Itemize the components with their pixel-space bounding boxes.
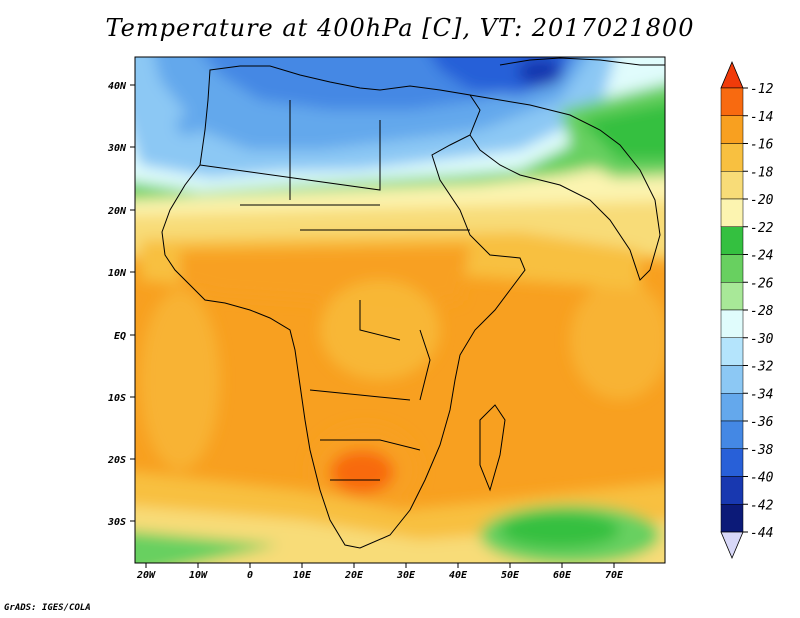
- colorbar-top-arrow: [720, 60, 744, 89]
- colorbar-label: -36: [750, 415, 774, 430]
- colorbar-label: -12: [750, 82, 774, 97]
- lon-tick-label: 10E: [293, 570, 312, 581]
- lat-tick-label: 40N: [108, 81, 127, 92]
- colorbar-label: -44: [750, 526, 773, 541]
- lat-tick-label: 10N: [108, 268, 127, 279]
- colorbar-label: -14: [750, 110, 773, 125]
- colorbar-label: -40: [750, 471, 774, 486]
- map-title: Temperature at 400hPa [C], VT: 201702180…: [105, 14, 695, 42]
- lon-tick-label: 50E: [501, 570, 520, 581]
- lon-tick-label: 20E: [344, 570, 364, 581]
- lon-tick-label: 20W: [136, 570, 156, 581]
- longitude-axis: 20W 10W 0 10E 20E 30E 40E 50E 60E 70E: [136, 563, 624, 581]
- lat-tick-label: 10S: [108, 393, 126, 404]
- colorbar-label: -30: [750, 332, 774, 347]
- colorbar-label: -22: [750, 221, 774, 236]
- colorbar-label: -32: [750, 360, 774, 375]
- lon-tick-label: 70E: [605, 570, 624, 581]
- lon-tick-label: 30E: [396, 570, 416, 581]
- lon-tick-label: 40E: [449, 570, 468, 581]
- colorbar-label: -16: [750, 138, 774, 153]
- colorbar-bottom-arrow: [720, 531, 744, 560]
- lon-tick-label: 60E: [553, 570, 572, 581]
- map-frame: [134, 56, 666, 564]
- colorbar-label: -26: [750, 276, 774, 291]
- lat-tick-label: EQ: [114, 331, 126, 342]
- lon-tick-label: 0: [247, 570, 253, 581]
- lat-tick-label: 20N: [107, 206, 127, 217]
- colorbar-labels: -12 -14 -16 -18 -20 -22 -24 -26 -28 -30 …: [743, 82, 774, 541]
- lat-tick-label: 30S: [107, 517, 126, 528]
- colorbar-label: -20: [750, 193, 774, 208]
- lat-tick-label: 20S: [107, 455, 126, 466]
- colorbar-label: -24: [750, 249, 773, 264]
- colorbar-label: -38: [750, 443, 774, 458]
- colorbar-label: -28: [750, 304, 774, 319]
- colorbar-label: -34: [750, 387, 773, 402]
- colorbar-label: -18: [750, 165, 774, 180]
- lat-tick-label: 30N: [107, 143, 127, 154]
- colorbar-label: -42: [750, 498, 774, 513]
- temperature-field: [135, 57, 665, 563]
- footer-credit: GrADS: IGES/COLA: [4, 603, 91, 613]
- latitude-axis: 40N 30N 20N 10N EQ 10S 20S 30S: [107, 81, 135, 528]
- lon-tick-label: 10W: [189, 570, 208, 581]
- coastlines: [161, 57, 665, 549]
- colorbar: -12 -14 -16 -18 -20 -22 -24 -26 -28 -30 …: [720, 60, 774, 560]
